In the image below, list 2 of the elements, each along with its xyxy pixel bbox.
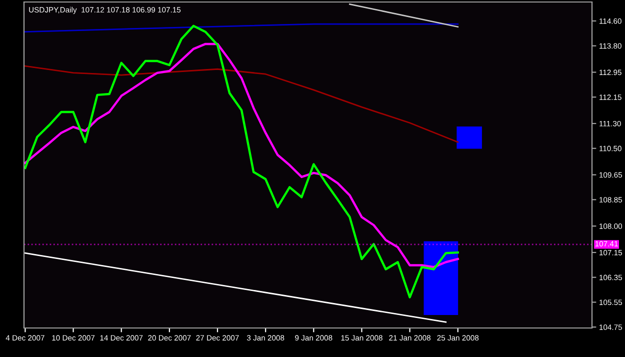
line-series [24, 42, 459, 268]
line-series [24, 24, 459, 298]
